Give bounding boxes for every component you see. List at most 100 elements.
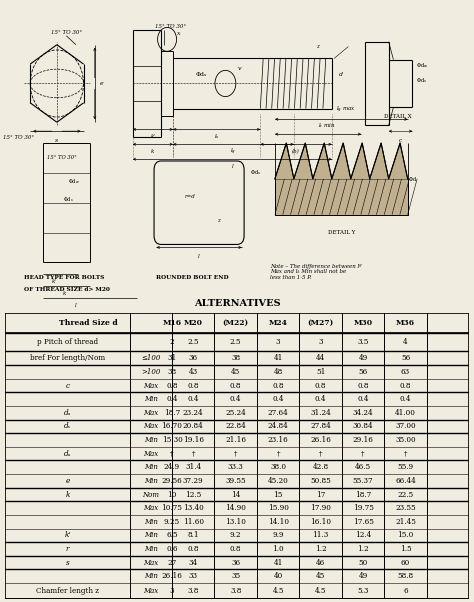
Text: 0.4: 0.4 (315, 395, 327, 403)
Text: 42.8: 42.8 (312, 464, 328, 471)
Text: †: † (319, 450, 322, 458)
Text: 17.65: 17.65 (353, 518, 374, 526)
Text: 18.7: 18.7 (164, 409, 180, 417)
Text: 2.5: 2.5 (187, 338, 199, 346)
Text: †: † (404, 450, 407, 458)
Text: 13.40: 13.40 (183, 504, 203, 512)
Text: 0.4: 0.4 (187, 395, 199, 403)
Text: 31: 31 (167, 353, 177, 362)
Text: 46: 46 (316, 559, 325, 566)
Text: 8.1: 8.1 (187, 532, 199, 539)
Text: k: k (65, 491, 70, 498)
Text: 9.9: 9.9 (273, 532, 284, 539)
Text: 0.4: 0.4 (400, 395, 411, 403)
Text: 14.10: 14.10 (268, 518, 289, 526)
Text: 6.5: 6.5 (166, 532, 178, 539)
Text: 12.4: 12.4 (355, 532, 371, 539)
Text: 43: 43 (189, 368, 198, 376)
Text: 50.85: 50.85 (310, 477, 331, 485)
Text: 9.2: 9.2 (230, 532, 241, 539)
Text: 31.4: 31.4 (185, 464, 201, 471)
Text: ALTERNATIVES: ALTERNATIVES (194, 299, 280, 308)
Text: 4.5: 4.5 (273, 587, 284, 595)
Text: DETAIL X: DETAIL X (384, 114, 412, 119)
Text: 17.90: 17.90 (310, 504, 331, 512)
Text: l$_g$ max: l$_g$ max (336, 105, 356, 116)
Text: 21.16: 21.16 (225, 436, 246, 444)
Text: Min: Min (144, 395, 158, 403)
Text: d: d (339, 72, 343, 77)
Text: 1.0: 1.0 (273, 545, 284, 553)
Text: 6: 6 (403, 587, 408, 595)
Text: 49: 49 (358, 573, 368, 580)
Text: l: l (231, 164, 233, 169)
Text: dₐ: dₐ (64, 409, 71, 417)
Text: 14: 14 (231, 491, 240, 498)
Text: 33: 33 (189, 573, 198, 580)
Text: 25.24: 25.24 (225, 409, 246, 417)
Text: †: † (191, 450, 195, 458)
Text: 45: 45 (231, 368, 240, 376)
Text: 3.5: 3.5 (357, 338, 369, 346)
Text: c: c (65, 382, 70, 389)
Text: r=d: r=d (184, 194, 195, 199)
Text: 35: 35 (231, 573, 240, 580)
Text: 15° TO 30°: 15° TO 30° (51, 30, 82, 36)
Text: Min: Min (144, 477, 158, 485)
Text: 26.16: 26.16 (162, 573, 182, 580)
Text: $\Phi$d$_w$: $\Phi$d$_w$ (68, 178, 79, 186)
Text: Max: Max (144, 587, 159, 595)
Text: 38.0: 38.0 (270, 464, 286, 471)
Text: 45: 45 (316, 573, 325, 580)
Text: (b): (b) (292, 149, 300, 154)
Text: 10: 10 (167, 491, 177, 498)
Text: 41.00: 41.00 (395, 409, 416, 417)
Bar (275, 179, 408, 215)
Text: 40: 40 (273, 573, 283, 580)
Text: Note – The difference between lᵍ
Max and lₖ Min shall not be
less than 1·5 P.: Note – The difference between lᵍ Max and… (270, 264, 362, 280)
Text: 22.84: 22.84 (225, 423, 246, 430)
Text: M36: M36 (396, 319, 415, 327)
Text: 29.16: 29.16 (353, 436, 374, 444)
Text: p Pitch of thread: p Pitch of thread (37, 338, 98, 346)
Text: l: l (75, 303, 77, 308)
Text: (M27): (M27) (308, 319, 334, 327)
Text: 2.5: 2.5 (230, 338, 241, 346)
Text: 0.8: 0.8 (315, 382, 327, 389)
Text: 16.10: 16.10 (310, 518, 331, 526)
Text: 16.70: 16.70 (162, 423, 182, 430)
Text: (M22): (M22) (223, 319, 249, 327)
Text: ROUNDED BOLT END: ROUNDED BOLT END (156, 275, 229, 280)
Text: k': k' (52, 279, 57, 284)
Text: 60: 60 (401, 559, 410, 566)
Text: $\Phi$d$_w$: $\Phi$d$_w$ (416, 61, 428, 70)
Text: z: z (217, 218, 219, 223)
Text: M16: M16 (163, 319, 182, 327)
Text: 19.75: 19.75 (353, 504, 374, 512)
Text: Chamfer length z: Chamfer length z (36, 587, 99, 595)
Text: 41: 41 (273, 559, 283, 566)
Text: 0.8: 0.8 (187, 545, 199, 553)
Text: 27.84: 27.84 (310, 423, 331, 430)
Text: 55.37: 55.37 (353, 477, 374, 485)
Text: 20.84: 20.84 (183, 423, 203, 430)
Text: 0.8: 0.8 (230, 382, 241, 389)
Text: 66.44: 66.44 (395, 477, 416, 485)
Text: 26.16: 26.16 (310, 436, 331, 444)
Text: l: l (198, 254, 200, 259)
Text: 37.00: 37.00 (395, 423, 416, 430)
Text: OF THREAD SIZE d> M20: OF THREAD SIZE d> M20 (24, 287, 109, 291)
Text: 41: 41 (273, 353, 283, 362)
Text: 21.45: 21.45 (395, 518, 416, 526)
Text: Min: Min (144, 532, 158, 539)
Text: 0.8: 0.8 (400, 382, 411, 389)
Text: 50: 50 (358, 559, 368, 566)
Text: 3: 3 (276, 338, 281, 346)
Text: 51: 51 (316, 368, 325, 376)
Text: 38: 38 (231, 353, 240, 362)
Text: Min: Min (144, 573, 158, 580)
Text: Nom: Nom (143, 491, 160, 498)
Text: 9.25: 9.25 (164, 518, 180, 526)
Text: †: † (361, 450, 365, 458)
Text: k: k (62, 291, 66, 296)
